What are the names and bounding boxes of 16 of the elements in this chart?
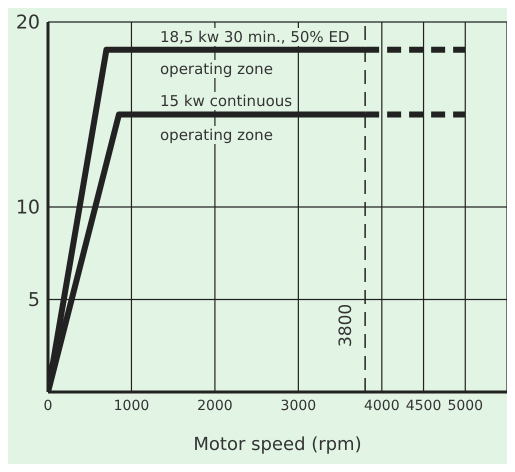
x-tick-label: 0: [44, 398, 52, 414]
x-axis-title: Motor speed (rpm): [193, 434, 362, 455]
y-tick-label: 10: [16, 196, 40, 219]
x-tick-label: 1000: [114, 398, 150, 414]
annotation: 15 kw continuous: [158, 92, 294, 110]
annotation: 18,5 kw 30 min., 50% ED: [158, 28, 352, 46]
annotation: operating zone: [158, 60, 275, 78]
x-tick-label: 3000: [280, 398, 316, 414]
x-tick-label: 4000: [364, 398, 400, 414]
x-tick-label: 5000: [447, 398, 484, 414]
x-tick-label: 2000: [197, 398, 233, 414]
x-tick-label: 4500: [406, 398, 442, 414]
annotation: operating zone: [158, 126, 275, 144]
ref-line-label: 3800: [336, 304, 356, 348]
y-tick-label: 5: [28, 289, 40, 312]
y-tick-label: 20: [16, 12, 40, 34]
